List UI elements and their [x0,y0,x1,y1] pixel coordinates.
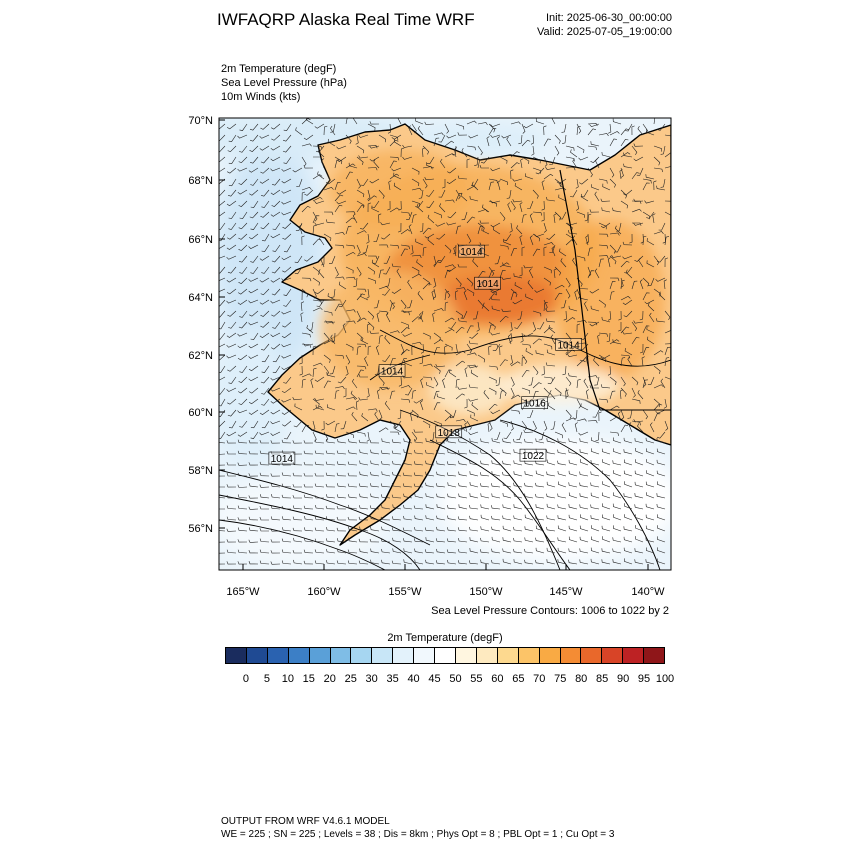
colorbar-label: 90 [616,673,630,685]
colorbar-swatch [602,648,624,663]
colorbar-label: 15 [302,673,315,685]
svg-text:1014: 1014 [460,247,483,258]
colorbar-title: 2m Temperature (degF) [387,632,503,644]
pressure-label: 1014 [458,244,485,258]
colorbar [225,647,665,664]
lon-label: 145°W [549,586,583,598]
lon-label: 165°W [226,586,260,598]
colorbar-swatch [539,648,561,663]
colorbar-swatch [455,648,477,663]
colorbar-label: 60 [491,673,504,685]
colorbar-label: 20 [323,673,336,685]
colorbar-swatch [435,648,456,663]
pressure-label: 1022 [519,448,547,462]
colorbar-swatch [393,648,415,663]
contour-note: Sea Level Pressure Contours: 1006 to 102… [431,605,669,617]
colorbar-label: 95 [637,673,651,685]
colorbar-label: 30 [365,673,378,685]
colorbar-label: 70 [533,673,546,685]
colorbar-label: 100 [655,673,675,685]
colorbar-label: 25 [344,673,357,685]
field-label-pressure: Sea Level Pressure (hPa) [221,77,347,89]
lat-label: 68°N [188,175,213,187]
colorbar-label: 50 [449,673,462,685]
colorbar-swatch [518,648,540,663]
svg-text:1014: 1014 [476,279,499,290]
colorbar-swatch [644,648,665,663]
wind-barbs [219,118,671,565]
svg-text:1014: 1014 [271,454,294,465]
colorbar-label: 0 [242,673,249,685]
pressure-label: 1014 [474,276,501,290]
lat-label: 60°N [188,407,213,419]
footer-model: OUTPUT FROM WRF V4.6.1 MODEL [221,816,390,827]
lon-label: 150°W [469,586,503,598]
footer-config: WE = 225 ; SN = 225 ; Levels = 38 ; Dis … [221,829,615,840]
lat-label: 64°N [188,292,213,304]
pressure-label: 1014 [268,451,296,465]
colorbar-label: 75 [554,673,567,685]
pressure-label: 1016 [521,396,548,410]
pressure-contours [219,329,671,570]
longitude-labels: 165°W 160°W 155°W 150°W 145°W 140°W [226,586,665,598]
colorbar-swatch [476,648,498,663]
colorbar-label: 55 [470,673,483,685]
lat-label: 62°N [188,350,213,362]
colorbar-swatch [581,648,603,663]
svg-text:1018: 1018 [438,428,461,439]
canada-border [559,169,601,411]
colorbar-swatch [351,648,373,663]
lat-label: 66°N [188,234,213,246]
colorbar-label: 65 [512,673,525,685]
colorbar-swatch [288,648,310,663]
colorbar-swatch [623,648,645,663]
colorbar-swatch [330,648,352,663]
lon-label: 160°W [307,586,341,598]
svg-text:1014: 1014 [381,367,404,378]
colorbar-label: 5 [263,673,270,685]
colorbar-swatch [226,648,247,663]
ocean-shading [219,118,671,565]
colorbar-swatch [246,648,268,663]
colorbar-swatch [309,648,331,663]
init-time: Init: 2025-06-30_00:00:00 [546,12,672,24]
lon-label: 140°W [631,586,665,598]
page-title: IWFAQRP Alaska Real Time WRF [217,10,475,29]
colorbar-label: 80 [575,673,588,685]
colorbar-label: 35 [386,673,399,685]
colorbar-swatch [560,648,582,663]
svg-text:1014: 1014 [557,340,580,351]
svg-text:1022: 1022 [522,451,545,462]
lat-label: 58°N [188,465,213,477]
pressure-label: 1014 [555,338,582,351]
pressure-label: 1018 [435,425,463,439]
colorbar-labels: 0 5 10 15 20 25 30 35 40 45 50 55 60 65 70 75 80 85 90 95 10… [225,673,674,687]
valid-time: Valid: 2025-07-05_19:00:00 [537,26,672,38]
axis-ticks [219,119,649,570]
colorbar-swatch [414,648,436,663]
field-label-winds: 10m Winds (kts) [221,91,301,103]
colorbar-label: 10 [281,673,294,685]
svg-text:1016: 1016 [523,399,546,410]
colorbar-label: 40 [407,673,420,685]
pressure-label: 1014 [378,364,406,378]
lat-label: 56°N [188,523,213,535]
colorbar-label: 85 [596,673,609,685]
colorbar-swatch [497,648,519,663]
field-label-temperature: 2m Temperature (degF) [221,63,337,75]
colorbar-swatch [372,648,394,663]
lat-label: 70°N [188,115,213,127]
colorbar-swatch [267,648,289,663]
lon-label: 155°W [388,586,422,598]
colorbar-label: 45 [428,673,441,685]
pressure-labels: 1014 1014 1014 1014 1016 1018 1022 1014 [268,244,582,465]
latitude-labels: 70°N 68°N 66°N 64°N 62°N 60°N 58°N 56°N [188,115,213,535]
map-frame [218,117,672,571]
